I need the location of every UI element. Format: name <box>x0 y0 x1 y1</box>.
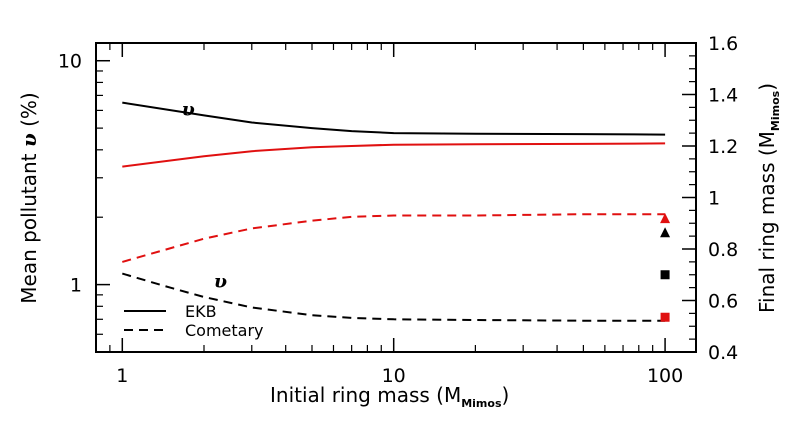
x-tick-label: 1 <box>116 365 128 387</box>
y-right-title-close: ) <box>755 83 779 91</box>
y-axis-right-title: Final ring mass (MMimos) <box>755 83 782 313</box>
y-left-tick-label: 1 <box>70 275 82 297</box>
axis-ticks <box>96 42 696 353</box>
y-axis-left-title: Mean pollutant υ (%) <box>17 92 41 303</box>
legend: EKB Cometary <box>124 302 264 340</box>
series-layer <box>122 101 666 322</box>
annotation-upsilon-1: υ <box>214 271 227 293</box>
y-right-tick-label: 0.6 <box>708 291 738 313</box>
annotation-upsilon-0: υ <box>182 98 195 120</box>
x-axis-title-sub: Mimos <box>461 397 502 410</box>
series-line-2 <box>122 213 666 263</box>
x-tick-label: 100 <box>647 365 683 387</box>
y-right-tick-label: 1.4 <box>708 85 738 107</box>
y-left-tick-label: 10 <box>58 51 82 73</box>
annotations: υυ <box>182 98 227 292</box>
legend-label-cometary: Cometary <box>185 321 264 340</box>
x-axis-title: Initial ring mass (MMimos) <box>270 383 509 410</box>
legend-label-ekb: EKB <box>185 302 217 321</box>
y-right-title-main: Final ring mass (M <box>755 131 779 313</box>
series-line-0 <box>122 101 666 136</box>
y-right-tick-label: 0.8 <box>708 239 738 261</box>
y-right-title-sub: Mimos <box>769 90 782 131</box>
y-right-tick-label: 1 <box>708 188 720 210</box>
x-axis-title-main: Initial ring mass (M <box>270 383 461 407</box>
tick-labels: 1 10 100 1 10 0.4 0.6 0.8 1 1.2 1.4 1.6 <box>58 33 738 387</box>
marker-triangle-1 <box>660 227 671 238</box>
marker-layer <box>660 213 671 322</box>
x-tick-label: 10 <box>382 365 406 387</box>
marker-square-3 <box>660 312 670 322</box>
x-axis-title-close: ) <box>502 383 510 407</box>
y-right-tick-label: 1.6 <box>708 33 738 55</box>
y-left-title-suffix: (%) <box>17 92 41 133</box>
marker-square-2 <box>660 270 670 280</box>
y-right-tick-label: 0.4 <box>708 342 738 364</box>
series-line-1 <box>122 142 666 168</box>
series-line-3 <box>122 272 666 322</box>
y-left-title-prefix: Mean pollutant <box>17 147 41 304</box>
y-right-tick-label: 1.2 <box>708 136 738 158</box>
marker-triangle-0 <box>660 213 671 224</box>
y-left-title-symbol: υ <box>17 133 41 147</box>
